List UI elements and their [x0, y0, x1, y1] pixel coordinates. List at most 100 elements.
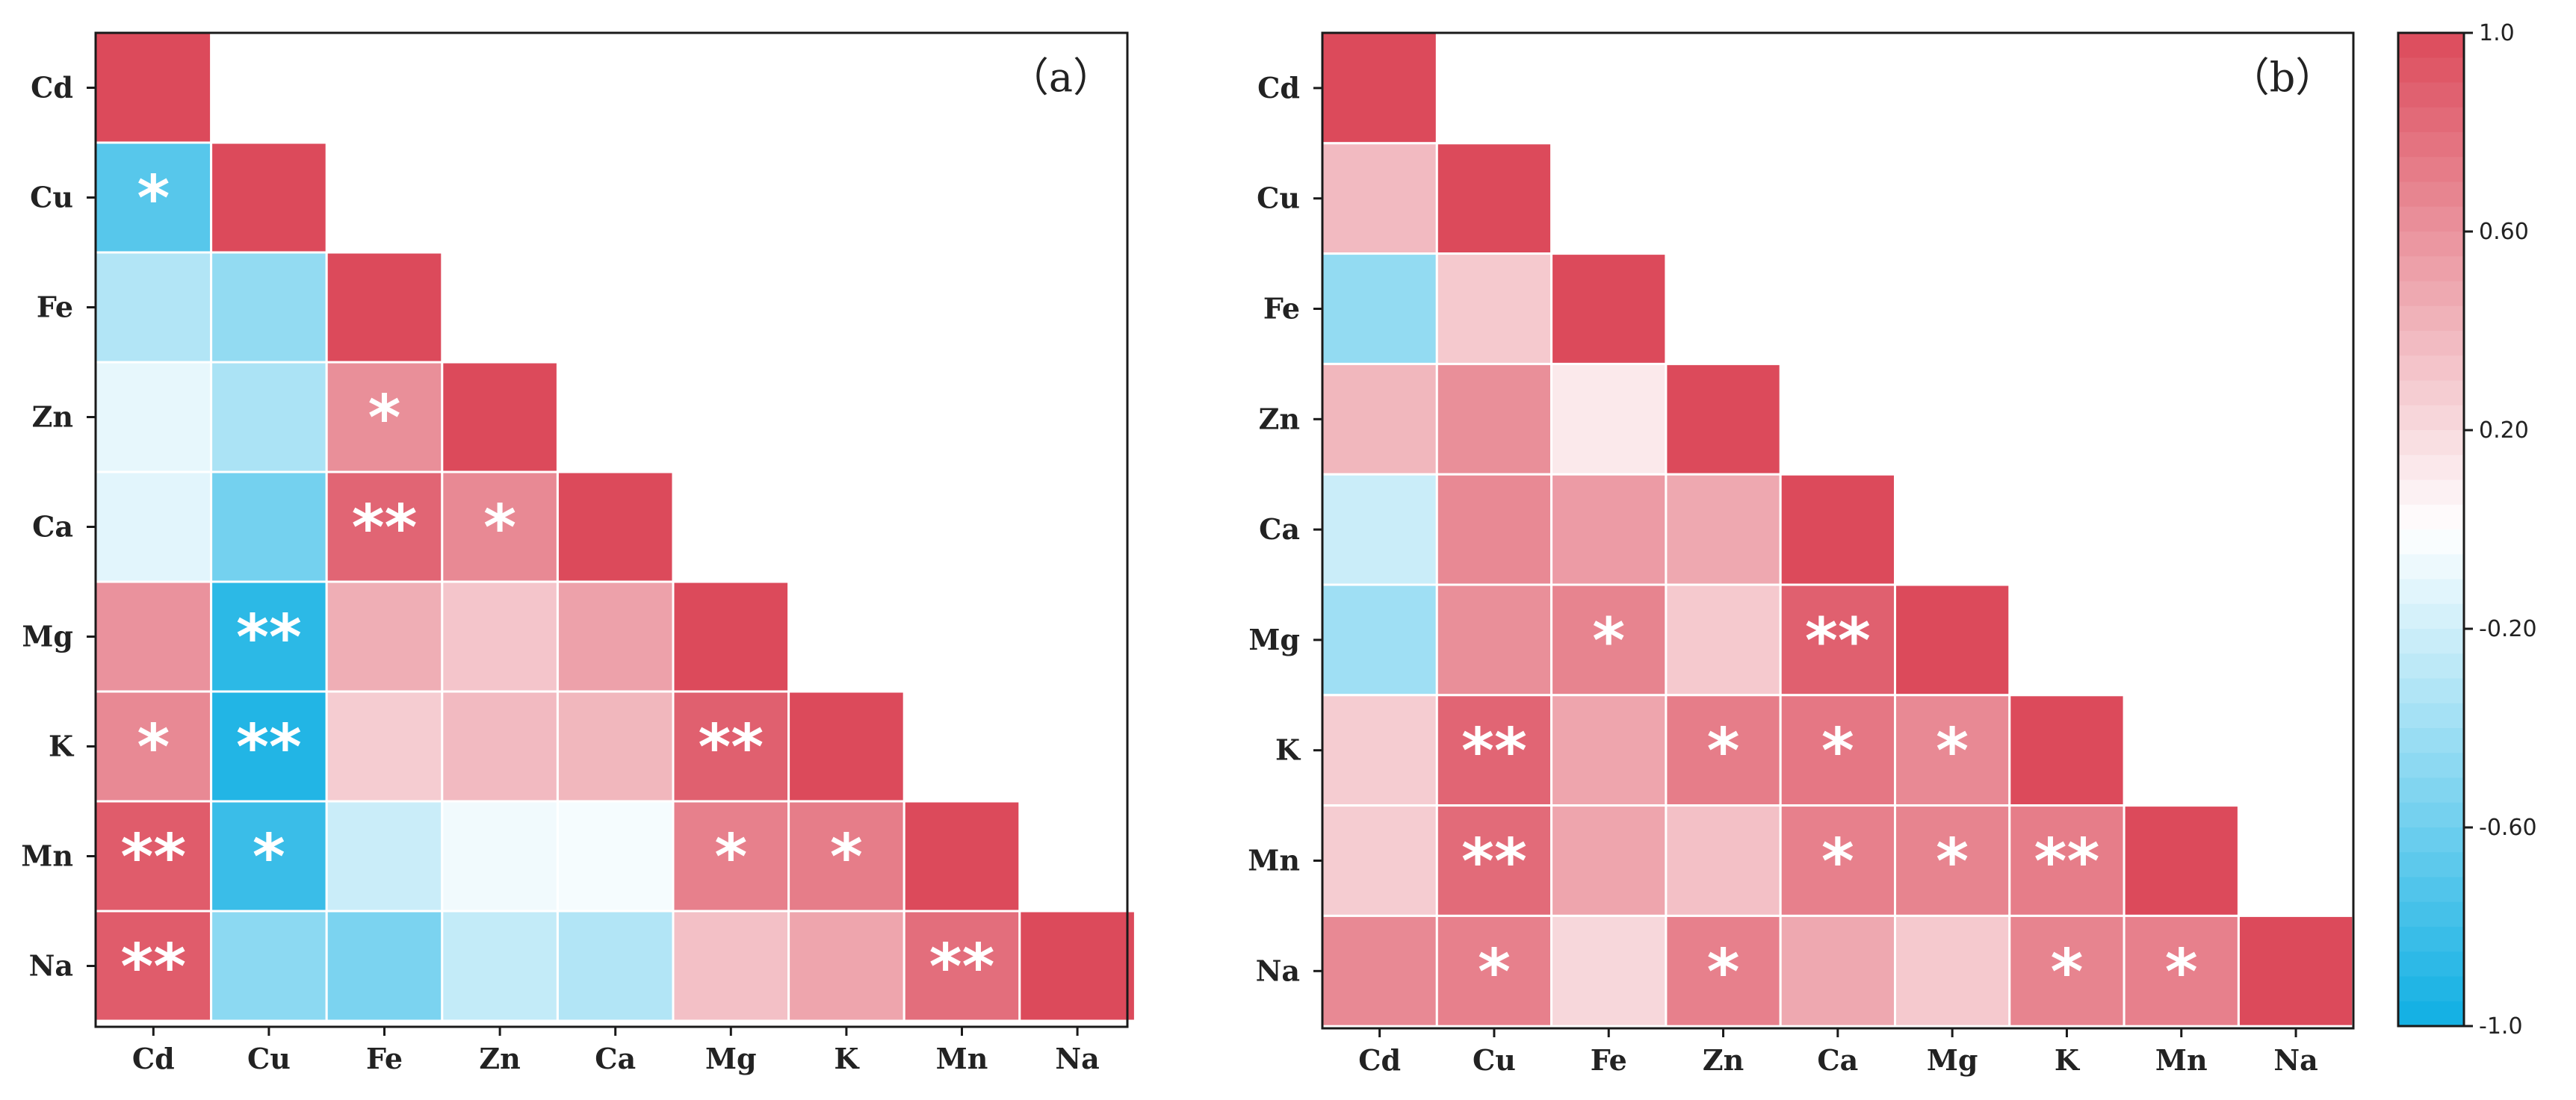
colorbar: 1.0 0.60 0.20 -0.20 -0.60 -1.0	[2397, 20, 2537, 1040]
x-axis-label-a-na: Na	[1055, 1042, 1099, 1075]
significance-mark-a-mn-cu: *	[253, 821, 285, 894]
significance-mark-a-mn-mg: *	[714, 821, 747, 894]
heatmap-cell-b-ca-cu	[1435, 473, 1553, 586]
heatmap-cell-a-k-ca	[556, 690, 675, 803]
heatmap-cell-b-mg-mg	[1894, 583, 2011, 697]
heatmap-cell-a-zn-cd	[94, 361, 213, 473]
heatmap-cell-b-na-ca	[1779, 914, 1896, 1028]
significance-mark-a-na-cd: **	[120, 930, 186, 1004]
y-axis-label-a-cd: Cd	[31, 71, 73, 105]
heatmap-cell-b-na-zn	[1665, 914, 1782, 1028]
x-axis-label-b-ca: Ca	[1817, 1043, 1858, 1077]
x-axis-label-a-cu: Cu	[247, 1042, 291, 1075]
colorbar-segment	[2398, 256, 2464, 282]
heatmap-cell-b-zn-fe	[1550, 362, 1668, 476]
plot-frame-a	[94, 31, 1129, 1028]
heatmap-cell-a-k-mg	[672, 690, 790, 803]
colorbar-segment	[2398, 951, 2464, 978]
heatmap-cell-a-mg-fe	[325, 580, 444, 693]
heatmap-cell-a-na-cd	[94, 910, 213, 1022]
heatmap-cell-b-k-mg	[1894, 694, 2011, 807]
colorbar-tick-label: -1.0	[2479, 1013, 2523, 1040]
heatmap-cell-a-mg-mg	[672, 580, 790, 693]
colorbar-segment	[2398, 281, 2464, 307]
y-axis-label-a-zn: Zn	[32, 400, 73, 434]
significance-mark-b-mn-ca: *	[1821, 825, 1854, 898]
heatmap-cell-a-mn-ca	[556, 800, 675, 913]
colorbar-segment	[2398, 181, 2464, 208]
colorbar-segment	[2398, 653, 2464, 680]
heatmap-cell-b-mg-zn	[1665, 583, 1782, 697]
colorbar-segment	[2398, 455, 2464, 481]
colorbar-segment	[2398, 976, 2464, 1002]
significance-mark-b-k-zn: *	[1707, 715, 1740, 788]
significance-mark-b-k-ca: *	[1821, 715, 1854, 788]
heatmap-cell-b-k-cd	[1321, 694, 1438, 807]
colorbar-segment	[2398, 206, 2464, 232]
heatmap-cell-b-cu-cd	[1321, 142, 1438, 255]
y-axis-label-b-zn: Zn	[1259, 402, 1300, 435]
colorbar-segment	[2398, 58, 2464, 84]
colorbar-segment	[2398, 355, 2464, 382]
x-axis-label-b-cd: Cd	[1358, 1043, 1401, 1077]
heatmap-cell-a-cu-cd	[94, 141, 213, 254]
heatmap-cell-b-k-k	[2008, 694, 2125, 807]
heatmap-cell-a-na-fe	[325, 910, 444, 1022]
heatmap-cell-a-mg-zn	[441, 580, 559, 693]
heatmap-cell-b-mn-cd	[1321, 804, 1438, 917]
heatmap-cell-b-mn-mg	[1894, 804, 2011, 917]
colorbar-segment	[2398, 901, 2464, 927]
significance-mark-a-mn-cd: **	[120, 821, 186, 894]
significance-mark-b-na-cu: *	[1478, 935, 1511, 1008]
heatmap-cell-a-na-ca	[556, 910, 675, 1022]
significance-mark-a-ca-zn: *	[483, 491, 516, 565]
y-axis-label-b-k: K	[1275, 733, 1301, 767]
colorbar-segment	[2398, 728, 2464, 753]
heatmap-cell-a-mg-ca	[556, 580, 675, 693]
x-axis-label-b-k: K	[2055, 1043, 2081, 1077]
colorbar-segment	[2398, 479, 2464, 506]
y-axis-label-a-mn: Mn	[21, 839, 73, 873]
heatmap-cell-b-zn-cd	[1321, 362, 1438, 476]
heatmap-cell-a-zn-fe	[325, 361, 444, 473]
colorbar-segment	[2398, 430, 2464, 456]
significance-mark-a-na-mn: **	[929, 930, 995, 1004]
y-axis-label-b-na: Na	[1256, 954, 1300, 987]
significance-mark-a-k-mg: **	[698, 711, 764, 784]
heatmap-cell-b-na-mg	[1894, 914, 2011, 1028]
colorbar-segment	[2398, 579, 2464, 605]
significance-mark-b-mn-k: **	[2034, 825, 2100, 898]
x-axis-label-a-cd: Cd	[132, 1042, 175, 1075]
colorbar-segment	[2398, 827, 2464, 853]
colorbar-segment	[2398, 232, 2464, 257]
colorbar-segment	[2398, 678, 2464, 704]
heatmap-cell-b-ca-cd	[1321, 473, 1438, 586]
y-axis-label-a-k: K	[49, 730, 75, 763]
colorbar-segment	[2398, 82, 2464, 108]
y-axis-label-b-mn: Mn	[1248, 844, 1300, 877]
significance-mark-b-mg-ca: **	[1805, 604, 1871, 677]
heatmap-cell-b-ca-ca	[1779, 473, 1896, 586]
y-axis-label-b-fe: Fe	[1263, 292, 1300, 326]
significance-mark-a-k-cu: **	[236, 711, 302, 784]
heatmap-cell-a-ca-cu	[210, 470, 328, 583]
significance-mark-a-mg-cu: **	[236, 601, 302, 674]
heatmap-cell-b-k-fe	[1550, 694, 1668, 807]
significance-mark-b-k-cu: **	[1461, 715, 1527, 788]
x-axis-label-a-fe: Fe	[366, 1042, 403, 1075]
heatmap-cell-b-fe-cu	[1435, 252, 1553, 365]
heatmap-cell-a-mn-cu	[210, 800, 328, 913]
x-axis-label-b-fe: Fe	[1591, 1043, 1627, 1077]
heatmap-cell-a-zn-cu	[210, 361, 328, 473]
heatmap-cell-a-ca-fe	[325, 470, 444, 583]
x-axis-label-b-mg: Mg	[1927, 1043, 1978, 1077]
colorbar-segment	[2398, 331, 2464, 356]
colorbar-segment	[2398, 927, 2464, 952]
heatmap-cell-b-mg-cd	[1321, 583, 1438, 697]
x-axis-label-a-k: K	[834, 1042, 860, 1075]
panel-label-a: （a）	[1009, 54, 1113, 101]
significance-mark-a-zn-fe: *	[368, 382, 401, 455]
colorbar-segment	[2398, 554, 2464, 580]
heatmap-cell-b-mn-ca	[1779, 804, 1896, 917]
